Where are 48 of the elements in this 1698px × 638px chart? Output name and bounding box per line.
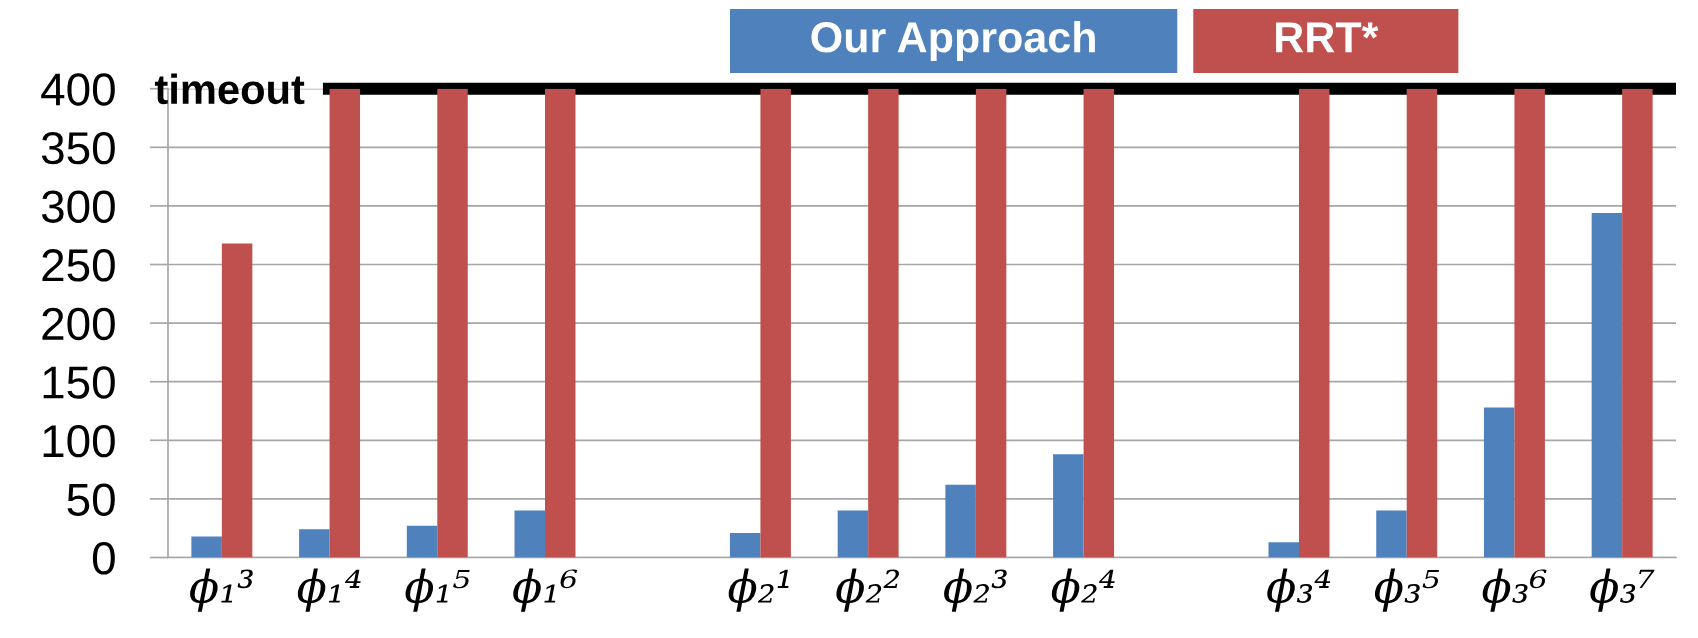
y-tick-label: 200	[42, 307, 115, 341]
text: Our Approach	[811, 20, 1095, 62]
x-tick-label: ϕ₂¹	[728, 568, 789, 612]
bar	[1299, 88, 1330, 558]
bar	[1053, 454, 1084, 558]
bar	[1483, 407, 1515, 558]
bar	[514, 510, 545, 558]
bar	[545, 88, 576, 558]
bar	[868, 88, 899, 558]
bar	[1622, 88, 1653, 558]
bar	[1376, 510, 1407, 558]
bar	[1268, 542, 1299, 558]
bar	[837, 510, 869, 558]
series-label: RRT*	[1276, 22, 1379, 53]
y-tick-label: 250	[42, 249, 115, 282]
bar	[760, 88, 791, 558]
x-tick-label: ϕ₁⁴	[297, 568, 361, 612]
bar	[191, 536, 222, 558]
bar	[299, 529, 330, 558]
y-tick-label: 0	[92, 542, 115, 575]
y-tick-label: 50	[67, 483, 115, 516]
y-tick-label: 100	[43, 424, 115, 458]
bar	[329, 88, 361, 558]
x-tick-label: ϕ₂²	[836, 568, 900, 612]
x-tick-label: ϕ₂³	[944, 568, 1007, 612]
y-tick-label: 300	[41, 190, 115, 223]
y-tick-label: 150	[43, 366, 115, 399]
bar	[729, 532, 761, 558]
x-tick-label: ϕ₃⁴	[1267, 568, 1331, 612]
bar	[406, 525, 438, 558]
x-tick-label: ϕ₁⁶	[513, 568, 578, 612]
x-tick-label: ϕ₃⁷	[1590, 568, 1655, 612]
y-tick-label: 400	[41, 73, 115, 106]
x-tick-label: ϕ₃⁶	[1482, 568, 1547, 612]
x-tick-label: ϕ₁⁵	[405, 568, 470, 612]
y-tick-label: 350	[41, 131, 115, 165]
x-tick-label: ϕ₃⁵	[1374, 568, 1440, 612]
bar	[1591, 212, 1623, 558]
bar	[975, 88, 1007, 558]
bar	[437, 88, 468, 558]
bar	[221, 243, 253, 558]
bar	[1514, 88, 1545, 558]
x-tick-label: ϕ₂⁴	[1051, 568, 1115, 612]
x-tick-label: ϕ₁³	[190, 568, 253, 612]
bar	[1083, 88, 1115, 558]
bar	[945, 484, 976, 558]
ref-line-label: timeout	[154, 73, 305, 105]
bar	[1406, 88, 1438, 558]
